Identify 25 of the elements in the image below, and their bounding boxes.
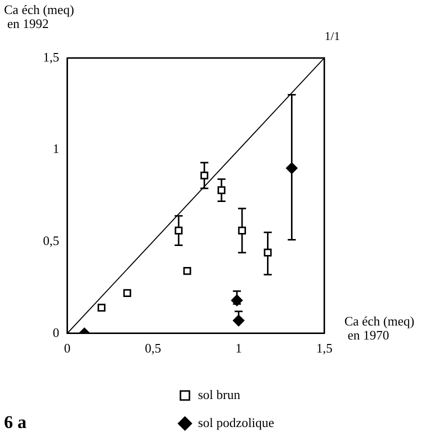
legend-label: sol brun bbox=[198, 386, 241, 402]
y-tick-label: 0,5 bbox=[43, 233, 60, 248]
point bbox=[264, 248, 272, 257]
annotation: 1/1 bbox=[324, 29, 340, 43]
x-tick-label: 0 bbox=[64, 340, 70, 356]
point bbox=[218, 186, 226, 194]
point bbox=[123, 289, 132, 297]
y-tick-label: 1 bbox=[52, 141, 60, 156]
y-tick-label: 1,5 bbox=[43, 49, 60, 64]
point bbox=[232, 314, 244, 326]
x-tick-label: 1,5 bbox=[316, 340, 332, 356]
point bbox=[98, 304, 106, 312]
point bbox=[183, 267, 192, 275]
x-axis-title: Ca éch (meq) en 1970 bbox=[344, 313, 414, 342]
x-tick-label: 1 bbox=[235, 340, 242, 356]
legend-label: sol podzolique bbox=[198, 414, 274, 430]
x-tick-label: 0,5 bbox=[144, 340, 162, 356]
point bbox=[286, 162, 298, 174]
y-axis-title: Ca éch (meq) en 1992 bbox=[4, 2, 74, 31]
point bbox=[200, 172, 208, 180]
point bbox=[238, 226, 246, 235]
y-tick-label: 0 bbox=[52, 324, 60, 340]
text: 6 a bbox=[4, 412, 26, 432]
point bbox=[231, 294, 243, 306]
point bbox=[174, 226, 183, 235]
